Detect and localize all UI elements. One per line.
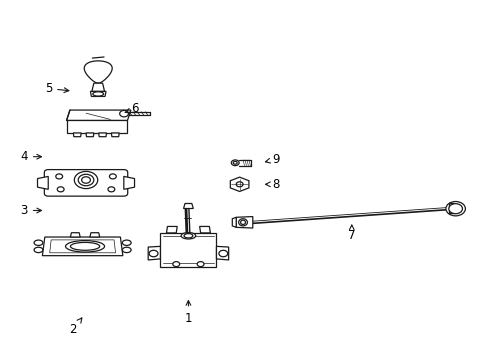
- Polygon shape: [160, 233, 216, 267]
- Ellipse shape: [122, 240, 131, 246]
- Ellipse shape: [181, 233, 195, 239]
- Polygon shape: [148, 246, 160, 260]
- Ellipse shape: [78, 174, 94, 186]
- Polygon shape: [183, 203, 193, 208]
- Text: 5: 5: [45, 82, 69, 95]
- Text: 3: 3: [20, 204, 41, 217]
- Polygon shape: [84, 61, 112, 83]
- Polygon shape: [99, 133, 106, 137]
- Polygon shape: [73, 133, 81, 137]
- Ellipse shape: [238, 219, 247, 226]
- Polygon shape: [166, 226, 177, 233]
- Polygon shape: [236, 217, 252, 228]
- Polygon shape: [66, 121, 127, 133]
- Ellipse shape: [56, 174, 62, 179]
- Ellipse shape: [233, 161, 237, 164]
- Polygon shape: [66, 110, 131, 121]
- FancyBboxPatch shape: [44, 170, 127, 196]
- Text: 6: 6: [125, 103, 138, 116]
- Ellipse shape: [108, 187, 115, 192]
- Ellipse shape: [57, 187, 64, 192]
- Ellipse shape: [172, 262, 179, 267]
- Ellipse shape: [93, 92, 103, 96]
- Polygon shape: [111, 133, 119, 137]
- Text: 4: 4: [20, 150, 41, 163]
- Polygon shape: [230, 177, 248, 192]
- Polygon shape: [232, 217, 236, 227]
- Ellipse shape: [122, 247, 131, 253]
- Text: 8: 8: [265, 178, 279, 191]
- Polygon shape: [216, 246, 228, 260]
- Ellipse shape: [109, 174, 116, 179]
- Polygon shape: [50, 240, 115, 253]
- Ellipse shape: [81, 177, 90, 183]
- Polygon shape: [90, 233, 100, 237]
- Text: 9: 9: [265, 153, 279, 166]
- Ellipse shape: [236, 182, 243, 187]
- Ellipse shape: [70, 242, 100, 250]
- Polygon shape: [448, 203, 453, 213]
- Ellipse shape: [34, 240, 43, 246]
- Ellipse shape: [240, 220, 245, 225]
- Ellipse shape: [183, 234, 192, 238]
- Ellipse shape: [231, 160, 239, 166]
- Ellipse shape: [445, 202, 465, 216]
- Ellipse shape: [197, 262, 203, 267]
- Ellipse shape: [74, 171, 98, 189]
- Text: 1: 1: [184, 301, 192, 325]
- Ellipse shape: [448, 204, 462, 214]
- Ellipse shape: [34, 247, 43, 253]
- Polygon shape: [92, 83, 104, 91]
- Polygon shape: [86, 133, 94, 137]
- Ellipse shape: [65, 240, 104, 252]
- Polygon shape: [90, 91, 106, 96]
- Polygon shape: [123, 176, 134, 189]
- Ellipse shape: [120, 111, 128, 117]
- Polygon shape: [70, 233, 80, 237]
- Polygon shape: [42, 237, 122, 256]
- Polygon shape: [199, 226, 210, 233]
- Ellipse shape: [219, 250, 227, 257]
- Polygon shape: [38, 176, 48, 189]
- Text: 7: 7: [347, 225, 355, 242]
- Ellipse shape: [149, 250, 158, 257]
- Text: 2: 2: [69, 318, 81, 336]
